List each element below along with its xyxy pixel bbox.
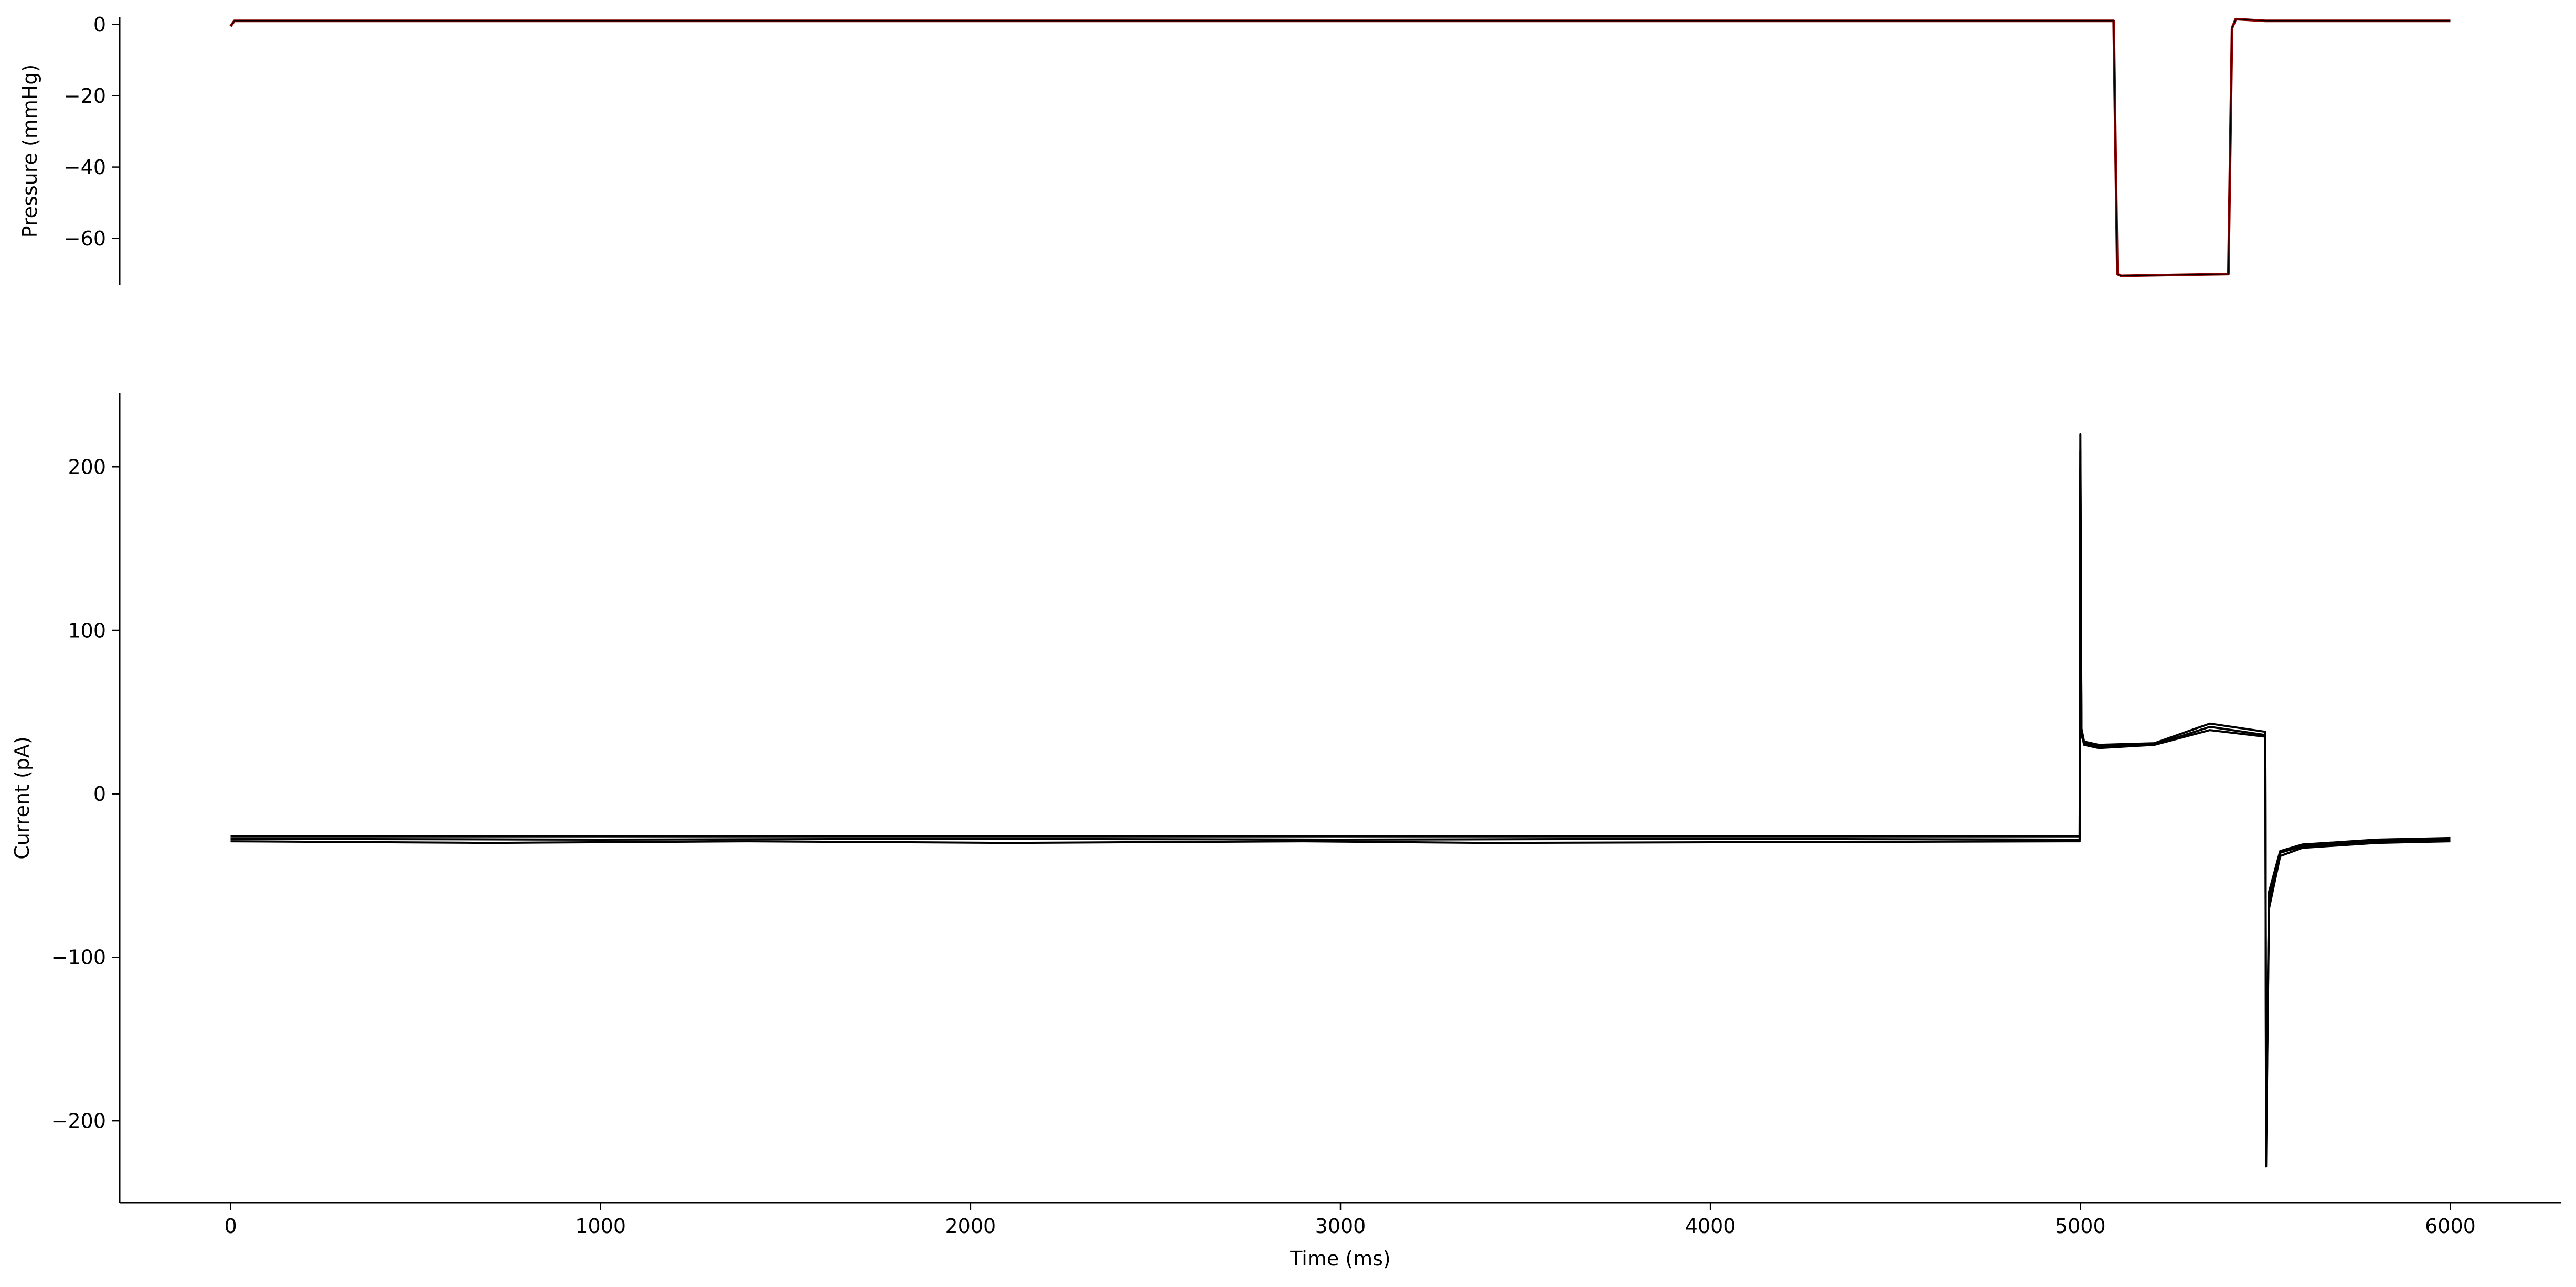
x-tick-label: 0 xyxy=(224,1215,237,1238)
y-tick-label: −200 xyxy=(51,1109,106,1132)
y-tick-label: −60 xyxy=(64,227,106,250)
y-tick-label: 100 xyxy=(68,619,106,642)
x-tick-label: 3000 xyxy=(1315,1215,1366,1238)
pressure-trace xyxy=(229,17,2451,277)
y-tick-label: 0 xyxy=(93,782,106,806)
y-tick-label: −20 xyxy=(64,84,106,108)
y-axis-label: Current (pA) xyxy=(10,736,34,860)
x-tick-label: 1000 xyxy=(575,1215,626,1238)
current-trace-1 xyxy=(230,433,2451,1168)
y-axis-label: Pressure (mmHg) xyxy=(18,65,41,238)
x-tick-label: 5000 xyxy=(2055,1215,2106,1238)
y-tick-label: −100 xyxy=(51,946,106,969)
pressure-trace-overlay xyxy=(230,18,2451,276)
y-tick-label: 0 xyxy=(93,13,106,36)
current-trace-2 xyxy=(230,449,2451,1146)
x-tick-label: 6000 xyxy=(2425,1215,2476,1238)
x-axis-label: Time (ms) xyxy=(1290,1247,1391,1270)
x-tick-label: 2000 xyxy=(945,1215,996,1238)
y-tick-label: −40 xyxy=(64,156,106,179)
y-tick-label: 200 xyxy=(68,456,106,479)
x-tick-label: 4000 xyxy=(1685,1215,1736,1238)
current-trace-3 xyxy=(230,466,2451,1122)
pressure-panel: 0 −20 −40 −60 Pressure (mmHg) xyxy=(18,13,2451,285)
